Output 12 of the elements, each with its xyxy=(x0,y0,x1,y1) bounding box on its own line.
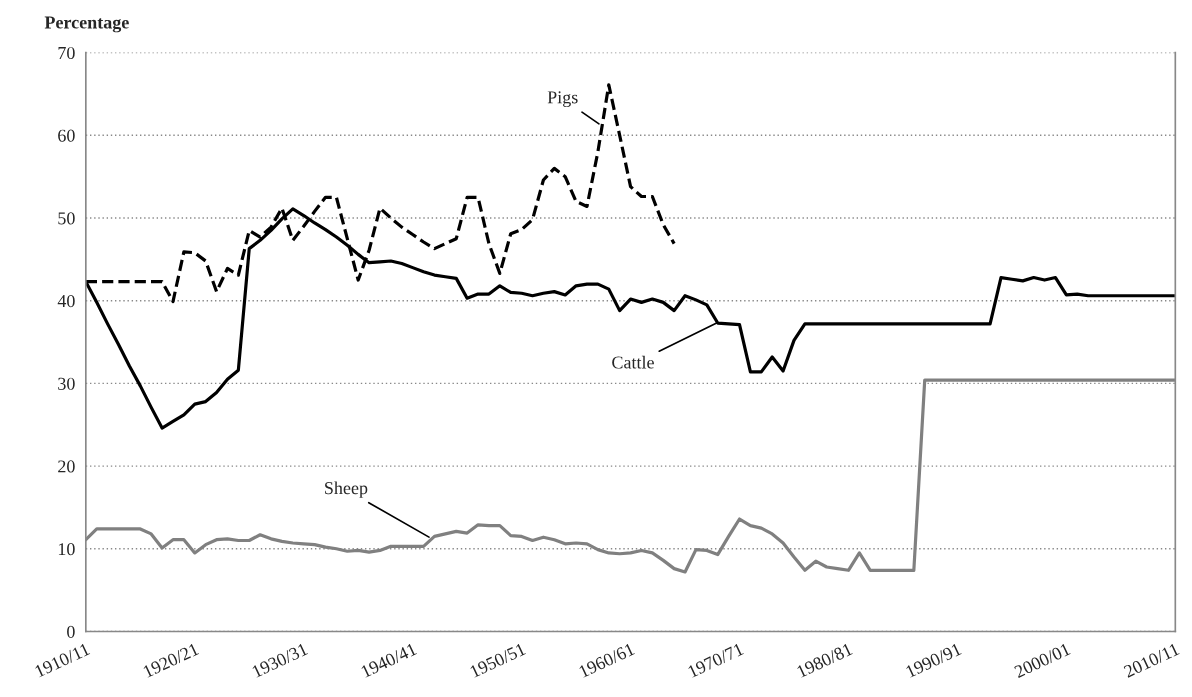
y-tick-label: 70 xyxy=(58,46,75,60)
y-tick-label: 60 xyxy=(58,129,75,142)
text: Cattle xyxy=(612,355,654,369)
y-axis-title: Percentage xyxy=(44,16,129,33)
y-tick-label: 20 xyxy=(58,460,75,473)
y-tick-label: 40 xyxy=(57,294,75,308)
text: Sheep xyxy=(325,481,368,498)
y-tick-label: 30 xyxy=(58,377,75,390)
y-tick-label: 50 xyxy=(58,212,75,225)
series-label: Pigs xyxy=(547,91,578,108)
y-tick-label: 10 xyxy=(58,543,75,556)
y-tick-label: 0 xyxy=(67,625,75,638)
